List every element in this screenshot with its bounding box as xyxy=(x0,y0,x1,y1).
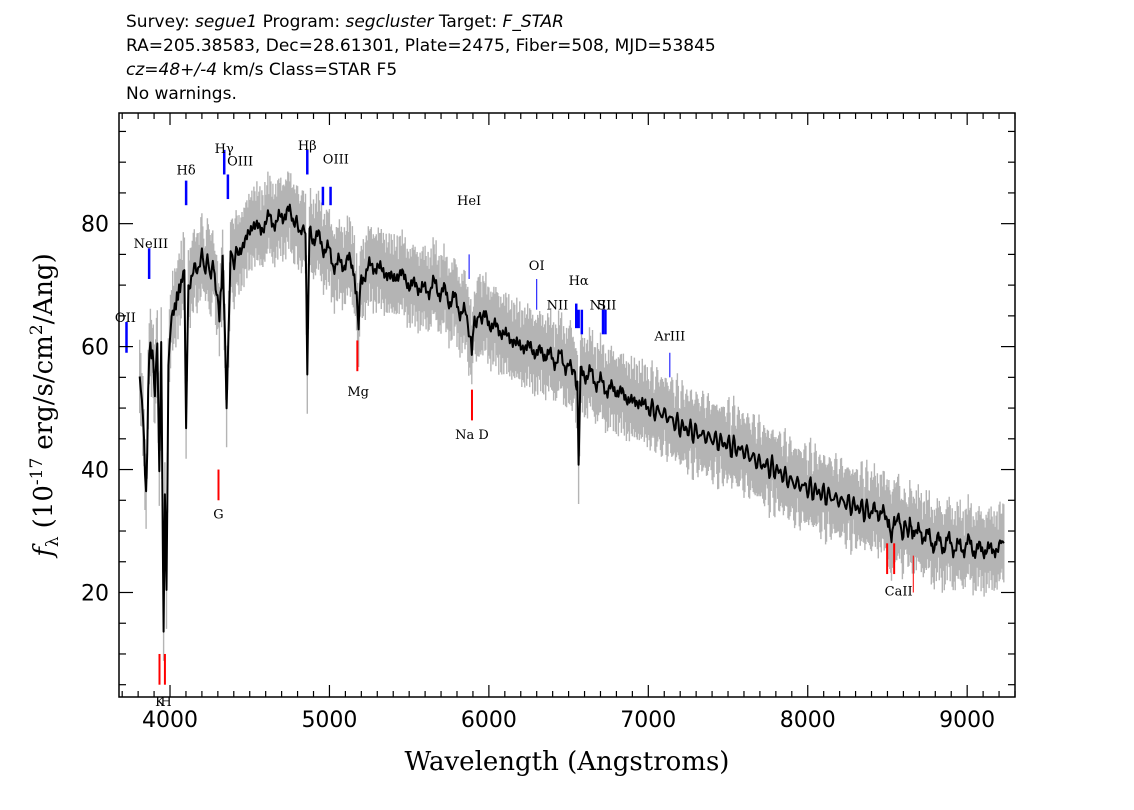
y-axis-label-mid: erg/s/cm xyxy=(29,335,59,450)
line-marker-5: OIII xyxy=(226,154,253,200)
y-axis-label: fλ(10-17erg/s/cm2/Ang) xyxy=(27,253,63,558)
line-marker-2: OII xyxy=(115,311,136,353)
cz-value: cz=48+/-4 xyxy=(126,60,218,80)
emission-label: ArIII xyxy=(653,329,685,344)
absorption-label: H xyxy=(160,695,171,710)
emission-label: Hα xyxy=(569,274,589,289)
x-tick-label: 9000 xyxy=(939,708,995,733)
x-tick-label: 6000 xyxy=(461,708,517,733)
emission-label: NeIII xyxy=(134,237,168,252)
emission-label: OII xyxy=(115,311,136,326)
flux-layer xyxy=(138,203,1005,633)
line-marker-23: CaII xyxy=(885,543,913,600)
y-axis-label-pre: (10 xyxy=(29,485,59,528)
line-marker-3: Hδ xyxy=(177,163,196,206)
y-tick-label: 20 xyxy=(81,581,109,606)
ticks-layer: 4000 5000 6000 7000 8000 9000 20 40 60 80 xyxy=(81,113,1016,733)
emission-label: HeI xyxy=(457,194,481,209)
class-value: km/s Class=STAR F5 xyxy=(222,60,398,80)
absorption-label: K xyxy=(155,695,165,710)
line-marker-10: OI xyxy=(529,259,545,310)
line-marker-12: Hα xyxy=(569,274,589,329)
line-marker-7: OIII xyxy=(321,152,349,206)
y-axis-label-post: /Ang) xyxy=(29,253,59,324)
y-axis-label-exp: -17 xyxy=(27,458,47,485)
header-line-warnings: No warnings. xyxy=(126,84,237,104)
line-marker-20: Mg xyxy=(347,340,369,400)
program-value: segcluster xyxy=(345,12,434,32)
survey-value: segue1 xyxy=(195,12,258,32)
header-line-coords: RA=205.38583, Dec=28.61301, Plate=2475, … xyxy=(126,36,716,56)
x-axis-label: Wavelength (Angstroms) xyxy=(405,747,730,777)
absorption-label: Mg xyxy=(347,385,369,400)
line-marker-21: Na D xyxy=(455,389,489,443)
line-marker-6: Hβ xyxy=(298,139,317,175)
y-tick-label: 80 xyxy=(81,213,109,238)
header-line-redshift: cz=48+/-4 km/s Class=STAR F5 xyxy=(126,58,716,82)
emission-label: NII xyxy=(547,299,569,314)
y-tick-label: 40 xyxy=(81,459,109,484)
emission-label: Hδ xyxy=(177,163,196,178)
line-marker-19: G xyxy=(213,469,224,523)
program-label: Program: xyxy=(262,12,341,32)
line-marker-16: ArIII xyxy=(653,329,685,378)
x-tick-label: 5000 xyxy=(301,708,357,733)
absorption-label: CaII xyxy=(885,585,913,600)
absorption-label: Na D xyxy=(455,428,489,443)
emission-label: SII xyxy=(597,299,616,314)
plot-frame xyxy=(118,112,1016,698)
line-marker-11: NII xyxy=(547,299,578,329)
line-marker-17: K xyxy=(155,653,165,710)
emission-label: Hγ xyxy=(215,142,234,157)
emission-label: Hβ xyxy=(298,139,317,154)
line-marker-18: H xyxy=(160,653,172,710)
target-value: F_STAR xyxy=(502,12,564,32)
x-tick-label: 7000 xyxy=(620,708,676,733)
emission-label: OI xyxy=(529,259,545,274)
flux-line xyxy=(138,203,1005,633)
line-marker-1: NeIII xyxy=(134,237,168,279)
emission-label: OIII xyxy=(323,152,349,167)
line-marker-14: SII xyxy=(597,299,616,335)
survey-label: Survey: xyxy=(126,12,190,32)
target-label: Target: xyxy=(438,12,498,32)
spectral-lines-layer: NeIIIOIIHδHγOIIIHβOIIIHeIOINIIHαNIISIIAr… xyxy=(115,139,914,710)
error-band-layer xyxy=(139,171,1005,661)
y-axis-label-exp2: 2 xyxy=(27,324,47,335)
line-marker-9: HeI xyxy=(457,194,481,279)
header-line-survey: Survey: segue1 Program: segcluster Targe… xyxy=(126,10,716,34)
x-tick-label: 4000 xyxy=(142,708,198,733)
line-marker-4: Hγ xyxy=(215,142,234,175)
absorption-label: G xyxy=(213,508,223,523)
y-tick-label: 60 xyxy=(81,336,109,361)
y-axis-label-sub: λ xyxy=(43,536,63,547)
emission-label: OIII xyxy=(227,154,253,169)
x-tick-label: 8000 xyxy=(780,708,836,733)
error-band xyxy=(139,171,1005,661)
spectrum-header: Survey: segue1 Program: segcluster Targe… xyxy=(126,10,716,106)
